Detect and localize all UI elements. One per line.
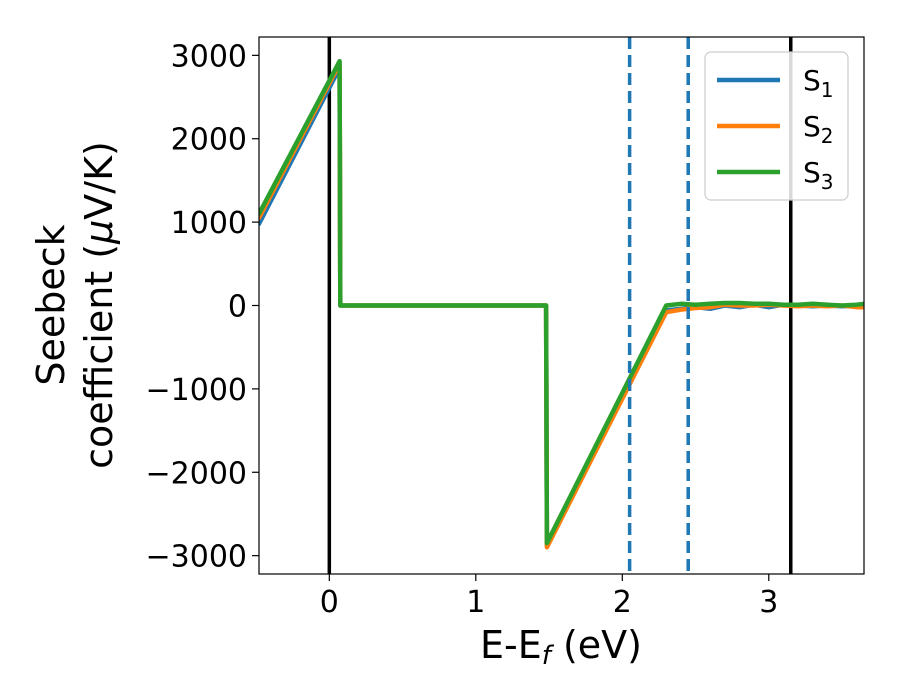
- series-line-3: [259, 58, 864, 546]
- legend-label-1: S1: [803, 64, 834, 102]
- x-tick-label-2: 2: [613, 585, 632, 620]
- series-lines: [259, 58, 864, 550]
- x-tick-label-3: 3: [759, 585, 778, 620]
- y-tick-label-0: 3000: [171, 39, 247, 74]
- x-tick-label-0: 0: [320, 585, 339, 620]
- x-tick-label-1: 1: [466, 585, 485, 620]
- legend-label-3: S3: [803, 156, 834, 194]
- y-tick-label-4: −1000: [146, 373, 247, 408]
- y-tick-label-2: 1000: [171, 206, 247, 241]
- y-tick-label-6: −3000: [146, 540, 247, 575]
- y-axis-label-line2: coefficient (μV/K): [77, 141, 121, 469]
- y-axis-label: Seebeck coefficient (μV/K): [29, 141, 121, 469]
- x-axis-ticks: 0 1 2 3: [320, 574, 778, 620]
- y-tick-label-1: 2000: [171, 123, 247, 158]
- y-tick-label-3: 0: [228, 290, 247, 325]
- legend-label-2: S2: [803, 110, 834, 148]
- legend: S1 S2 S3: [704, 51, 849, 201]
- x-axis-label: E-Ef (eV): [480, 623, 642, 671]
- y-axis-ticks: 3000 2000 1000 0 −1000 −2000 −3000: [146, 39, 259, 575]
- y-axis-label-line1: Seebeck: [29, 224, 73, 385]
- y-tick-label-5: −2000: [146, 456, 247, 491]
